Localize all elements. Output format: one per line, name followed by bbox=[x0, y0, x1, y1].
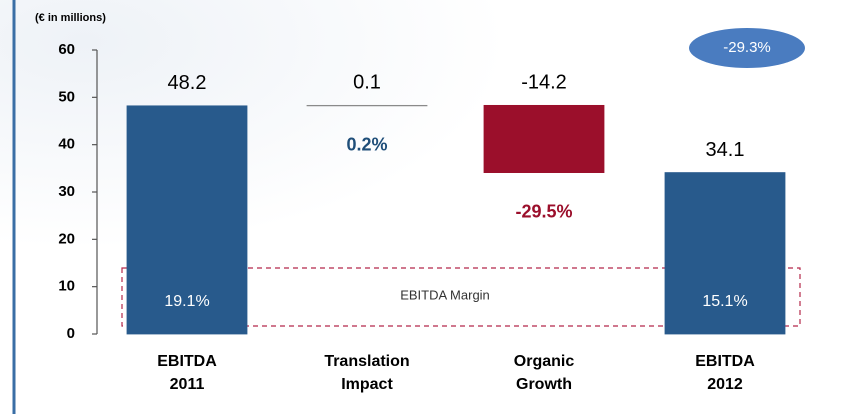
y-tick-label: 10 bbox=[58, 278, 75, 295]
total-change-label: -29.3% bbox=[723, 39, 771, 56]
x-tick-label: 2012 bbox=[707, 376, 743, 393]
unit-label: (€ in millions) bbox=[35, 12, 106, 24]
x-tick-label: Growth bbox=[516, 376, 572, 393]
x-tick-label: EBITDA bbox=[157, 353, 217, 370]
y-tick-label: 40 bbox=[58, 136, 75, 153]
y-tick-label: 20 bbox=[58, 230, 75, 247]
margin-box bbox=[121, 267, 801, 327]
data-label: 0.1 bbox=[353, 72, 381, 94]
y-tick-label: 30 bbox=[58, 183, 75, 200]
x-tick-label: Organic bbox=[514, 353, 575, 370]
change-label: -29.5% bbox=[515, 201, 572, 221]
margin-label: 15.1% bbox=[702, 293, 747, 310]
change-label: 0.2% bbox=[346, 135, 387, 155]
x-tick-label: Impact bbox=[341, 376, 393, 393]
bar bbox=[126, 105, 248, 335]
y-tick-label: 0 bbox=[67, 325, 75, 342]
data-label: 34.1 bbox=[706, 139, 745, 161]
y-tick-label: 60 bbox=[58, 41, 75, 58]
margin-label: 19.1% bbox=[164, 293, 209, 310]
x-tick-label: Translation bbox=[324, 353, 409, 370]
y-tick-label: 50 bbox=[58, 88, 75, 105]
bar bbox=[483, 104, 605, 173]
data-label: -14.2 bbox=[521, 72, 567, 94]
margin-title: EBITDA Margin bbox=[400, 287, 490, 302]
data-label: 48.2 bbox=[168, 72, 207, 94]
x-tick-label: EBITDA bbox=[695, 353, 755, 370]
x-tick-label: 2011 bbox=[170, 376, 205, 393]
total-change-badge bbox=[689, 28, 805, 68]
bar bbox=[664, 172, 786, 335]
